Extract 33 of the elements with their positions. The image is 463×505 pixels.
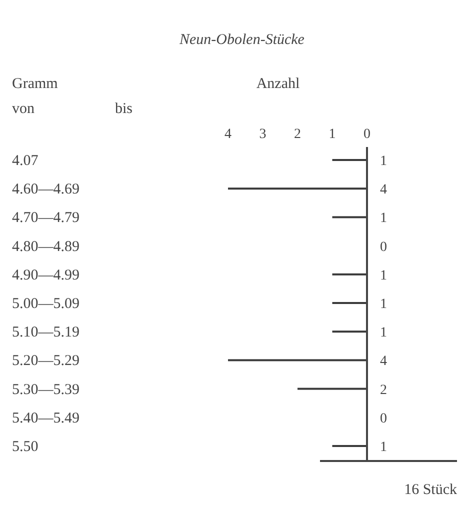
y-tick-label: 5.40—5.49 [12,410,80,426]
y-tick-label: 4.07 [12,153,39,169]
data-label: 0 [380,240,387,255]
y-axis-title: Gramm [12,76,58,92]
y-tick-label: 5.10—5.19 [12,324,80,341]
data-label: 1 [380,297,387,312]
data-label: 1 [380,154,387,169]
y-tick-label: 5.30—5.39 [12,382,80,398]
y-tick-label: 5.20—5.29 [12,353,80,370]
x2-tick-label: 3 [259,127,266,142]
data-label: 1 [380,326,387,341]
x2-tick-label: 1 [328,127,336,142]
y-tick-label: 5.50 [12,439,38,455]
data-label: 2 [380,382,387,398]
y-tick-label: 4.80—4.89 [12,238,80,255]
text: 16 Stück [404,482,458,498]
y-tick-label: 4.60—4.69 [12,182,80,198]
y-tick-label: 4.90—4.99 [12,267,80,284]
y-tick-label: 4.70—4.79 [12,210,80,226]
data-label: 4 [380,354,387,370]
data-label: 1 [380,268,387,284]
y-tick-label: 5.00—5.09 [12,296,80,312]
x2-tick-label: 0 [364,127,370,142]
data-label: 1 [380,440,387,455]
data-label: 1 [380,211,387,226]
data-label: 4 [380,182,387,198]
x2-tick-label: 4 [224,127,232,142]
text: bis [115,101,133,117]
x-axis-title: Anzahl [256,76,300,92]
x2-tick-label: 2 [294,127,301,142]
text: von [12,101,35,117]
chart-title: Neun-Obolen-Stücke [178,32,305,48]
data-label: 0 [380,411,387,426]
